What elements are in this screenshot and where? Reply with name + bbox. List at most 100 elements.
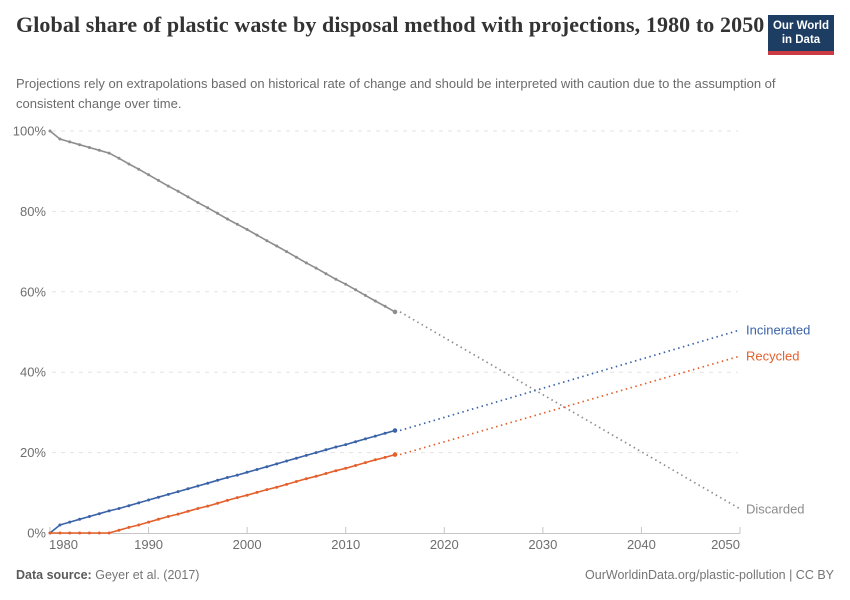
series-marker	[58, 137, 62, 141]
series-marker	[294, 456, 298, 460]
x-tick-label: 1980	[49, 537, 78, 552]
series-marker	[392, 428, 398, 433]
chart-title: Global share of plastic waste by disposa…	[16, 12, 765, 37]
series-marker	[373, 299, 377, 303]
series-marker	[68, 531, 72, 535]
series-marker	[107, 531, 111, 535]
series-marker	[156, 495, 160, 499]
data-source-label: Data source:	[16, 568, 92, 582]
series-marker	[363, 293, 367, 297]
series-marker	[78, 517, 82, 521]
series-marker	[324, 272, 328, 276]
series-marker	[255, 490, 259, 494]
x-tick-label: 2020	[430, 537, 459, 552]
series-historical-line	[49, 429, 396, 534]
series-marker	[373, 458, 377, 462]
series-marker	[68, 520, 72, 524]
series-marker	[107, 151, 111, 155]
series-marker	[265, 239, 269, 243]
series-marker	[354, 440, 358, 444]
series-marker	[354, 464, 358, 467]
series-marker	[383, 455, 387, 459]
series-marker	[117, 507, 121, 510]
series-marker	[363, 437, 367, 441]
series-marker	[294, 255, 298, 259]
series-marker	[285, 250, 289, 254]
series-marker	[186, 195, 190, 199]
y-tick-label: 20%	[20, 445, 46, 460]
series-marker	[225, 476, 229, 479]
series-marker	[186, 509, 190, 513]
series-marker	[166, 515, 170, 518]
series-projection-line	[399, 355, 741, 456]
series-marker	[314, 451, 318, 455]
series-marker	[324, 448, 328, 452]
series-marker	[304, 453, 308, 457]
series-marker	[314, 266, 318, 270]
series-marker	[245, 493, 249, 497]
series-marker	[186, 487, 190, 491]
series-marker	[354, 288, 358, 292]
series-marker	[68, 140, 72, 144]
series-marker	[392, 452, 398, 457]
x-tick-label: 2000	[233, 537, 262, 552]
series-marker	[383, 431, 387, 435]
series-marker	[275, 244, 279, 248]
series-end-label: Recycled	[746, 349, 799, 364]
series-marker	[48, 531, 52, 535]
series-marker	[97, 148, 101, 152]
series-historical-line	[49, 130, 396, 313]
series-marker	[334, 445, 338, 449]
series-marker	[127, 525, 131, 529]
series-marker	[235, 496, 239, 500]
series-marker	[156, 178, 160, 182]
owid-logo-text-line2: in Data	[781, 33, 821, 46]
series-marker	[117, 528, 121, 532]
series-recycled: Recycled	[48, 349, 799, 535]
series-marker	[373, 434, 377, 438]
series-marker	[147, 520, 151, 524]
series-marker	[206, 504, 210, 508]
series-marker	[265, 465, 269, 469]
series-marker	[216, 478, 220, 482]
data-source: Data source: Geyer et al. (2017)	[16, 568, 199, 582]
series-marker	[285, 482, 289, 486]
series-projection-line	[399, 329, 741, 432]
series-marker	[78, 531, 82, 535]
series-end-label: Incinerated	[746, 322, 810, 337]
series-marker	[245, 470, 249, 474]
series-marker	[87, 515, 91, 518]
series-marker	[196, 484, 200, 488]
x-tick-label: 1990	[134, 537, 163, 552]
series-marker	[176, 512, 180, 516]
series-marker	[87, 531, 91, 535]
series-marker	[245, 228, 249, 231]
series-marker	[334, 277, 338, 281]
series-marker	[265, 488, 269, 492]
series-marker	[58, 531, 62, 535]
series-end-label: Discarded	[746, 501, 805, 516]
series-marker	[294, 480, 298, 483]
y-tick-label: 100%	[13, 124, 47, 139]
series-discarded: Discarded	[48, 129, 805, 516]
series-marker	[58, 523, 62, 527]
series-marker	[196, 507, 200, 510]
series-marker	[383, 304, 387, 308]
series-marker	[176, 490, 180, 494]
series-marker	[97, 512, 101, 516]
series-marker	[225, 498, 229, 502]
data-source-value: Geyer et al. (2017)	[95, 568, 200, 582]
series-marker	[176, 189, 180, 193]
series-marker	[117, 156, 121, 160]
series-marker	[137, 523, 141, 527]
series-marker	[255, 233, 259, 237]
series-marker	[166, 184, 170, 188]
series-marker	[156, 517, 160, 521]
series-marker	[363, 461, 367, 465]
x-tick-label: 2040	[627, 537, 656, 552]
series-marker	[97, 531, 101, 535]
series-marker	[314, 474, 318, 478]
credit-url: OurWorldinData.org/plastic-pollution | C…	[585, 568, 834, 582]
